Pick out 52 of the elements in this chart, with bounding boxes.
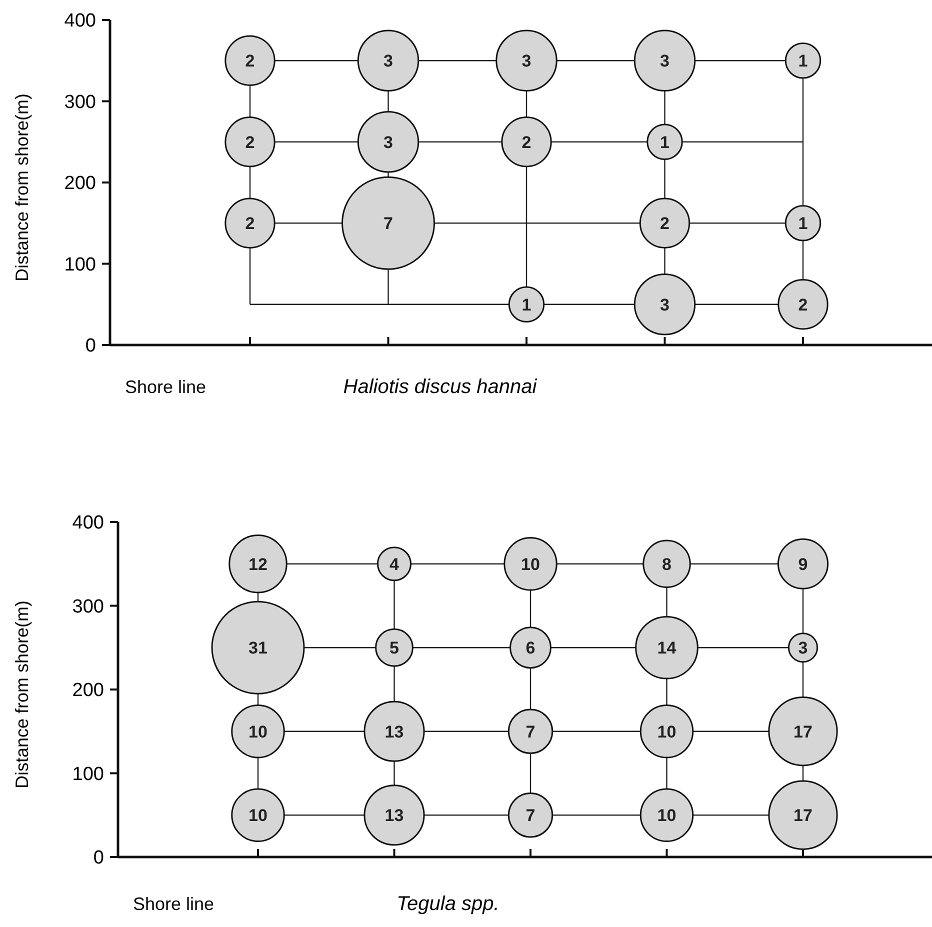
data-label: 10	[521, 554, 540, 574]
data-label: 7	[526, 806, 536, 826]
text: Tegula spp.	[396, 893, 500, 915]
y-tick-label: 0	[93, 848, 104, 869]
data-label: 3	[798, 638, 808, 658]
data-label: 9	[798, 554, 808, 574]
data-label: 17	[794, 722, 812, 742]
data-label: 3	[660, 295, 670, 314]
y-axis-title: Distance from shore(m)	[12, 93, 32, 282]
data-label: 2	[522, 132, 532, 152]
text: Shore line	[133, 894, 214, 914]
y-tick-label: 100	[72, 764, 104, 785]
data-label: 2	[245, 132, 255, 152]
data-label: 5	[390, 638, 399, 658]
data-label: 7	[526, 722, 536, 742]
data-label: 4	[390, 554, 400, 574]
y-tick-label: 400	[72, 512, 104, 534]
y-tick-label: 300	[72, 596, 104, 618]
data-label: 1	[798, 52, 808, 71]
data-label: 2	[660, 214, 670, 234]
data-label: 3	[384, 52, 393, 71]
data-label: 7	[384, 214, 393, 234]
data-label: 10	[657, 722, 676, 742]
data-label: 2	[245, 52, 255, 71]
data-label: 10	[248, 722, 268, 742]
data-label: 2	[798, 295, 808, 314]
data-label: 17	[794, 806, 812, 826]
data-label: 3	[522, 52, 532, 71]
y-tick-label: 200	[72, 680, 104, 702]
y-tick-label: 100	[64, 254, 96, 276]
data-label: 12	[248, 554, 268, 574]
data-label: 1	[798, 214, 808, 234]
y-axis-title: Distance from shore(m)	[12, 600, 32, 789]
y-tick-label: 200	[64, 173, 96, 194]
data-label: 10	[657, 806, 676, 826]
data-label: 14	[657, 638, 677, 658]
text: Shore line	[125, 377, 206, 397]
data-label: 3	[384, 132, 393, 152]
y-tick-label: 0	[85, 336, 96, 357]
data-label: 13	[384, 722, 404, 742]
text: Haliotis discus hannai	[343, 376, 538, 398]
data-label: 8	[662, 554, 672, 574]
data-label: 13	[384, 806, 404, 826]
data-label: 2	[245, 214, 255, 234]
y-tick-label: 400	[64, 10, 96, 32]
data-label: 6	[526, 638, 536, 658]
data-label: 1	[660, 132, 670, 152]
data-label: 31	[248, 638, 268, 658]
y-tick-label: 300	[64, 92, 96, 113]
data-label: 3	[660, 52, 670, 71]
data-label: 1	[522, 295, 532, 314]
data-label: 10	[248, 806, 268, 826]
